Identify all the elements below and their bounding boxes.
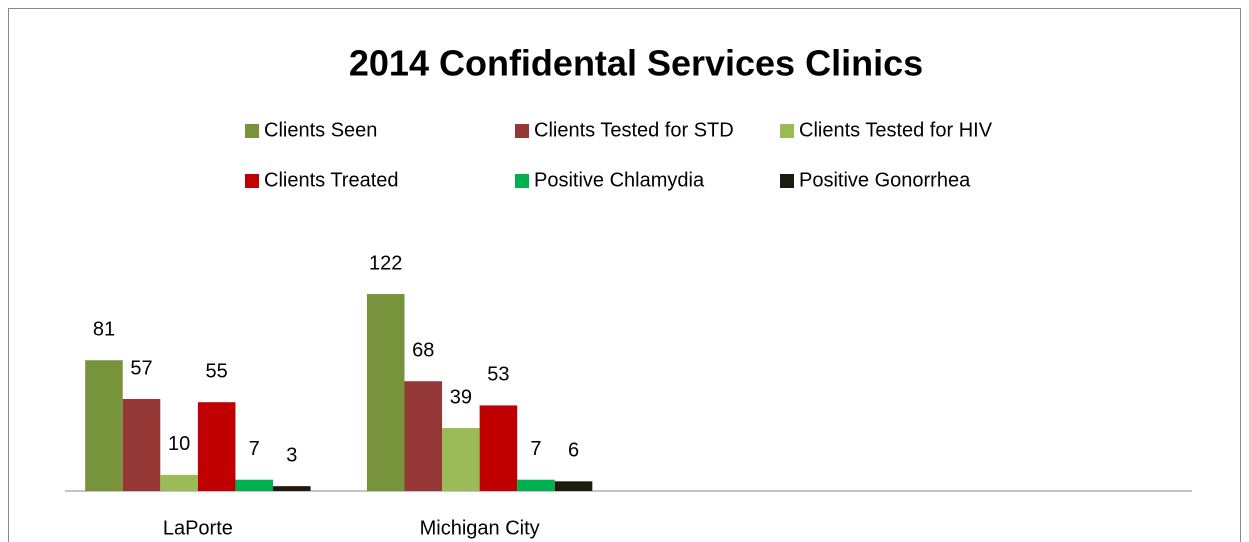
bar	[366, 294, 405, 491]
data-label: 53	[487, 364, 509, 386]
bar	[442, 428, 480, 491]
legend-swatch	[780, 124, 794, 138]
bar	[554, 481, 593, 491]
legend-label: Positive Gonorrhea	[799, 169, 971, 191]
data-label: 57	[130, 357, 152, 379]
data-label: 55	[206, 360, 228, 382]
chart-border	[8, 8, 1241, 542]
x-tick-label: LaPorte	[163, 517, 233, 539]
data-label: 7	[530, 438, 541, 460]
legend-label: Clients Treated	[264, 169, 399, 191]
data-label: 10	[168, 433, 190, 455]
bar	[160, 474, 198, 491]
legend-label: Positive Chlamydia	[534, 169, 705, 191]
data-label: 3	[286, 444, 297, 466]
legend-label: Clients Tested for STD	[534, 119, 734, 141]
legend-swatch	[245, 124, 259, 138]
bar	[479, 405, 518, 491]
legend-swatch	[515, 174, 529, 188]
bar	[517, 479, 555, 491]
x-tick-label: Michigan City	[420, 517, 540, 539]
bar	[197, 402, 236, 491]
bar	[122, 398, 161, 491]
bar	[235, 479, 274, 491]
legend-label: Clients Seen	[264, 119, 377, 141]
data-label: 122	[369, 252, 402, 274]
legend-swatch	[245, 174, 259, 188]
data-label: 6	[568, 440, 579, 462]
data-label: 7	[249, 438, 260, 460]
bar	[404, 381, 443, 491]
legend-swatch	[515, 124, 529, 138]
bar	[85, 360, 123, 491]
data-label: 68	[412, 340, 434, 362]
data-label: 39	[450, 386, 472, 408]
chart-title: 2014 Confidental Services Clinics	[349, 43, 923, 84]
legend-label: Clients Tested for HIV	[799, 119, 993, 141]
data-label: 81	[93, 319, 115, 341]
bar	[273, 486, 311, 491]
legend-swatch	[780, 174, 794, 188]
